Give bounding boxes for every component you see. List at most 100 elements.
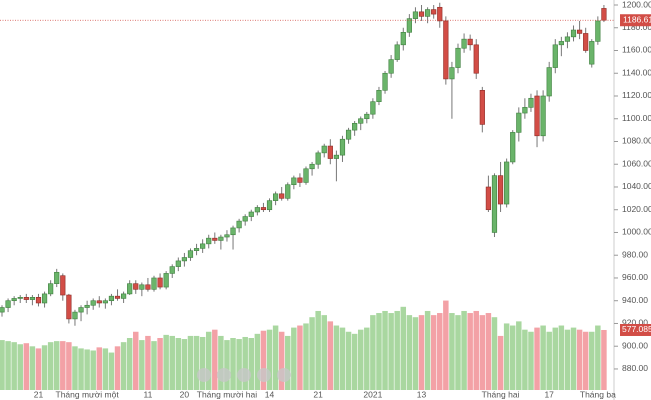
volume-bar — [370, 315, 376, 390]
y-tick-label: 1140.00 — [622, 67, 651, 77]
volume-bar — [224, 340, 230, 390]
candle-body — [29, 297, 36, 300]
volume-bar — [467, 313, 473, 390]
toolbar-button[interactable] — [277, 368, 291, 382]
volume-bar — [485, 313, 492, 390]
candle-body — [60, 275, 66, 296]
candle-body — [321, 145, 327, 154]
volume-bar — [455, 315, 461, 390]
candle-body — [595, 20, 601, 42]
volume-bar — [254, 333, 261, 390]
volume-bar — [546, 331, 552, 390]
candle-body — [534, 95, 540, 137]
volume-bar — [278, 331, 285, 390]
volume-bar — [473, 310, 479, 390]
volume-bar — [266, 329, 273, 390]
x-tick-label: 21 — [34, 389, 44, 399]
candle-body — [212, 237, 218, 241]
candle-body — [114, 295, 121, 299]
candle-body — [236, 220, 242, 229]
candle-body — [546, 67, 552, 97]
volume-bar — [491, 317, 498, 390]
volume-bar — [84, 349, 90, 390]
volume-bar — [181, 339, 188, 390]
volume-bar — [570, 327, 577, 390]
candle-body — [127, 283, 133, 295]
candle-body — [35, 297, 42, 304]
candle-body — [66, 294, 72, 320]
volume-bar — [357, 329, 364, 390]
candle-body — [108, 295, 115, 302]
candle-body — [345, 129, 352, 140]
x-tick-label: Tháng mười một — [56, 389, 120, 399]
x-tick-label: Tháng hai — [482, 389, 520, 399]
toolbar-button[interactable] — [217, 368, 231, 382]
y-tick-label: 1000.00 — [622, 227, 651, 237]
candle-body — [285, 184, 291, 199]
last-price-box — [620, 14, 651, 27]
candle-body — [528, 97, 534, 108]
volume-bar — [552, 327, 559, 390]
candle-body — [327, 145, 333, 159]
toolbar-button[interactable] — [257, 368, 271, 382]
volume-bar — [187, 335, 194, 390]
volume-bar — [576, 329, 583, 390]
candle-body — [382, 72, 388, 91]
y-tick-label: 980.00 — [622, 249, 648, 259]
volume-bar — [139, 340, 145, 390]
volume-bar — [351, 333, 358, 390]
volume-bar — [430, 315, 437, 390]
volume-bar — [175, 338, 182, 390]
candle-body — [540, 95, 546, 137]
toolbar[interactable] — [197, 368, 291, 382]
volume-bar — [382, 310, 388, 390]
volume-bar — [437, 313, 443, 390]
x-tick-label: 13 — [417, 389, 427, 399]
volume-bar — [199, 336, 206, 390]
volume-bar — [72, 346, 78, 390]
candle-body — [583, 33, 589, 51]
volume-bar — [424, 310, 431, 390]
volume-bar — [0, 340, 5, 390]
volume-bar — [248, 338, 255, 390]
candle-body — [242, 216, 248, 222]
y-tick-label: 1080.00 — [622, 136, 651, 146]
candle-body — [564, 36, 571, 42]
candle-body — [224, 234, 230, 238]
candle-body — [522, 107, 528, 114]
volume-bar — [461, 310, 467, 390]
candle-body — [455, 47, 461, 68]
y-tick-label: 1020.00 — [622, 204, 651, 214]
volume-bar — [120, 342, 127, 390]
toolbar-button[interactable] — [197, 368, 211, 382]
y-tick-label: 940.00 — [622, 295, 648, 305]
candle-body — [485, 186, 492, 211]
candle-body — [187, 250, 194, 258]
y-tick-label: 960.00 — [622, 272, 648, 282]
candle-body — [102, 300, 108, 304]
last-volume-label: 577.085 — [622, 324, 651, 334]
candle-body — [497, 175, 504, 205]
candle-body — [418, 11, 425, 17]
volume-bar — [157, 338, 163, 390]
volume-bar — [406, 315, 413, 390]
candle-body — [48, 283, 54, 295]
volume-bar — [528, 331, 534, 390]
volume-bar — [333, 325, 340, 390]
toolbar-button[interactable] — [237, 368, 251, 382]
candle-body — [516, 112, 522, 133]
y-tick-label: 900.00 — [622, 340, 648, 350]
volume-bar — [96, 347, 103, 390]
candle-body — [376, 90, 382, 102]
volume-bar — [394, 310, 400, 390]
candle-body — [352, 122, 358, 131]
candle-body — [181, 257, 188, 262]
volume-bar — [315, 310, 321, 390]
x-tick-label: 11 — [144, 389, 153, 399]
volume-bar — [376, 313, 382, 390]
volume-bar — [285, 335, 291, 390]
volume-bar — [29, 346, 36, 390]
candle-body — [315, 152, 321, 165]
volume-bar — [163, 334, 169, 390]
volume-bar — [388, 313, 394, 390]
